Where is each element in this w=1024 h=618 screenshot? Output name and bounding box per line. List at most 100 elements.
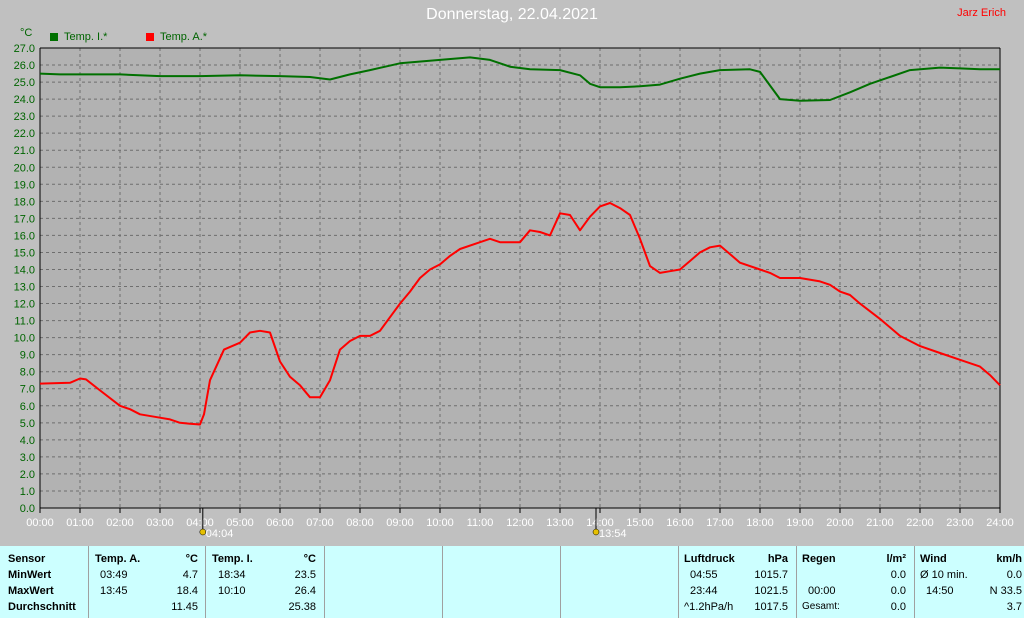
x-tick-label: 02:00: [106, 517, 134, 529]
x-tick-label: 19:00: [786, 517, 814, 529]
statistics-panel: Sensor MinWert MaxWert Durchschnitt Temp…: [0, 546, 1024, 618]
y-tick-label: 18.0: [14, 196, 35, 208]
x-tick-label: 05:00: [226, 517, 254, 529]
y-tick-label: 22.0: [14, 128, 35, 140]
y-tick-label: 27.0: [14, 43, 35, 55]
x-tick-label: 06:00: [266, 517, 294, 529]
y-tick-label: 1.0: [20, 486, 35, 498]
x-tick-label: 13:00: [546, 517, 574, 529]
wind-avg-value: 3.7: [1006, 601, 1022, 613]
column-divider: [88, 546, 89, 618]
temp-i-min-time: 18:34: [218, 569, 246, 581]
x-tick-label: 07:00: [306, 517, 334, 529]
sunrise-icon: [199, 528, 207, 536]
y-tick-label: 5.0: [20, 418, 35, 430]
temp-a-avg-value: 11.45: [171, 601, 198, 613]
temp-a-min-time: 03:49: [100, 569, 128, 581]
column-divider: [796, 546, 797, 618]
rain-unit: l/m²: [886, 553, 906, 565]
rain-time: 00:00: [808, 585, 836, 597]
legend-swatch-outside: [146, 33, 154, 41]
temp-i-min-value: 23.5: [294, 569, 316, 581]
x-tick-label: 01:00: [66, 517, 94, 529]
y-tick-label: 13.0: [14, 282, 35, 294]
y-tick-label: 21.0: [14, 145, 35, 157]
legend-item-inside: Temp. I.*: [50, 31, 107, 43]
x-tick-label: 04:00: [186, 517, 214, 529]
x-tick-label: 23:00: [946, 517, 974, 529]
wind-header: Wind: [920, 553, 947, 565]
x-tick-label: 17:00: [706, 517, 734, 529]
temp-i-header: Temp. I.: [212, 553, 253, 565]
legend-item-outside: Temp. A.*: [146, 31, 207, 43]
sun-icon: [592, 528, 600, 536]
marker-label: 13:54: [599, 528, 627, 540]
temp-i-avg-value: 25.38: [288, 601, 316, 613]
max-row-label: MaxWert: [8, 585, 54, 597]
pressure-trend: ^1.2hPa/h: [684, 601, 734, 613]
y-tick-label: 2.0: [20, 469, 35, 481]
rain-total-label: Gesamt:: [802, 601, 840, 612]
rain-total-value: 0.0: [890, 601, 906, 613]
temp-a-max-value: 18.4: [176, 585, 198, 597]
x-tick-label: 20:00: [826, 517, 854, 529]
series-line-outside-temp: [39, 202, 1001, 426]
min-row-label: MinWert: [8, 569, 52, 581]
pressure-avg-value: 1017.5: [754, 601, 788, 613]
column-divider: [442, 546, 443, 618]
rain-value-1: 0.0: [890, 569, 906, 581]
y-tick-label: 14.0: [14, 264, 35, 276]
temp-i-max-value: 26.4: [294, 585, 316, 597]
temp-a-unit: °C: [185, 553, 198, 565]
column-divider: [324, 546, 325, 618]
x-tick-label: 18:00: [746, 517, 774, 529]
author-label: Jarz Erich: [957, 7, 1006, 19]
column-divider: [914, 546, 915, 618]
x-tick-label: 08:00: [346, 517, 374, 529]
y-tick-label: 12.0: [14, 299, 35, 311]
pressure-max-value: 1021.5: [754, 585, 788, 597]
avg-row-label: Durchschnitt: [8, 601, 76, 613]
legend-label-inside: Temp. I.*: [64, 31, 108, 43]
x-tick-label: 12:00: [506, 517, 534, 529]
y-tick-label: 16.0: [14, 230, 35, 242]
rain-value-2: 0.0: [890, 585, 906, 597]
temp-a-max-time: 13:45: [100, 585, 128, 597]
x-tick-label: 15:00: [626, 517, 654, 529]
y-tick-label: 11.0: [14, 316, 35, 328]
wind-avg10-label: Ø 10 min.: [920, 569, 968, 581]
y-tick-label: 26.0: [14, 60, 35, 72]
x-tick-label: 16:00: [666, 517, 694, 529]
temp-a-min-value: 4.7: [182, 569, 198, 581]
y-tick-label: 25.0: [14, 77, 35, 89]
x-tick-label: 14:00: [586, 517, 614, 529]
pressure-min-value: 1015.7: [754, 569, 788, 581]
y-tick-label: 20.0: [14, 162, 35, 174]
wind-max-time: 14:50: [926, 585, 954, 597]
y-tick-label: 9.0: [20, 350, 35, 362]
legend-label-outside: Temp. A.*: [160, 31, 208, 43]
x-tick-label: 00:00: [26, 517, 54, 529]
wind-unit: km/h: [996, 553, 1022, 565]
sensor-header: Sensor: [8, 553, 46, 565]
column-divider: [205, 546, 206, 618]
x-tick-label: 24:00: [986, 517, 1014, 529]
x-tick-label: 21:00: [866, 517, 894, 529]
x-tick-label: 03:00: [146, 517, 174, 529]
y-tick-label: 4.0: [20, 435, 35, 447]
temperature-chart: 0.0 1.0 2.0 3.0 4.0 5.0 6.0 7.0 8.0 9.0 10.0 11.0 12…: [14, 43, 1014, 540]
rain-header: Regen: [802, 553, 836, 565]
temp-i-max-time: 10:10: [218, 585, 246, 597]
y-tick-label: 0.0: [20, 503, 35, 515]
legend-swatch-inside: [50, 33, 58, 41]
temp-i-unit: °C: [303, 553, 316, 565]
x-tick-label: 09:00: [386, 517, 414, 529]
pressure-header: Luftdruck: [684, 553, 735, 565]
y-tick-label: 24.0: [14, 94, 35, 106]
x-tick-label: 11:00: [467, 517, 494, 529]
wind-avg10-value: 0.0: [1006, 569, 1022, 581]
temp-a-header: Temp. A.: [95, 553, 141, 565]
y-axis-unit: °C: [20, 27, 33, 39]
pressure-min-time: 04:55: [690, 569, 718, 581]
y-tick-label: 19.0: [14, 179, 35, 191]
